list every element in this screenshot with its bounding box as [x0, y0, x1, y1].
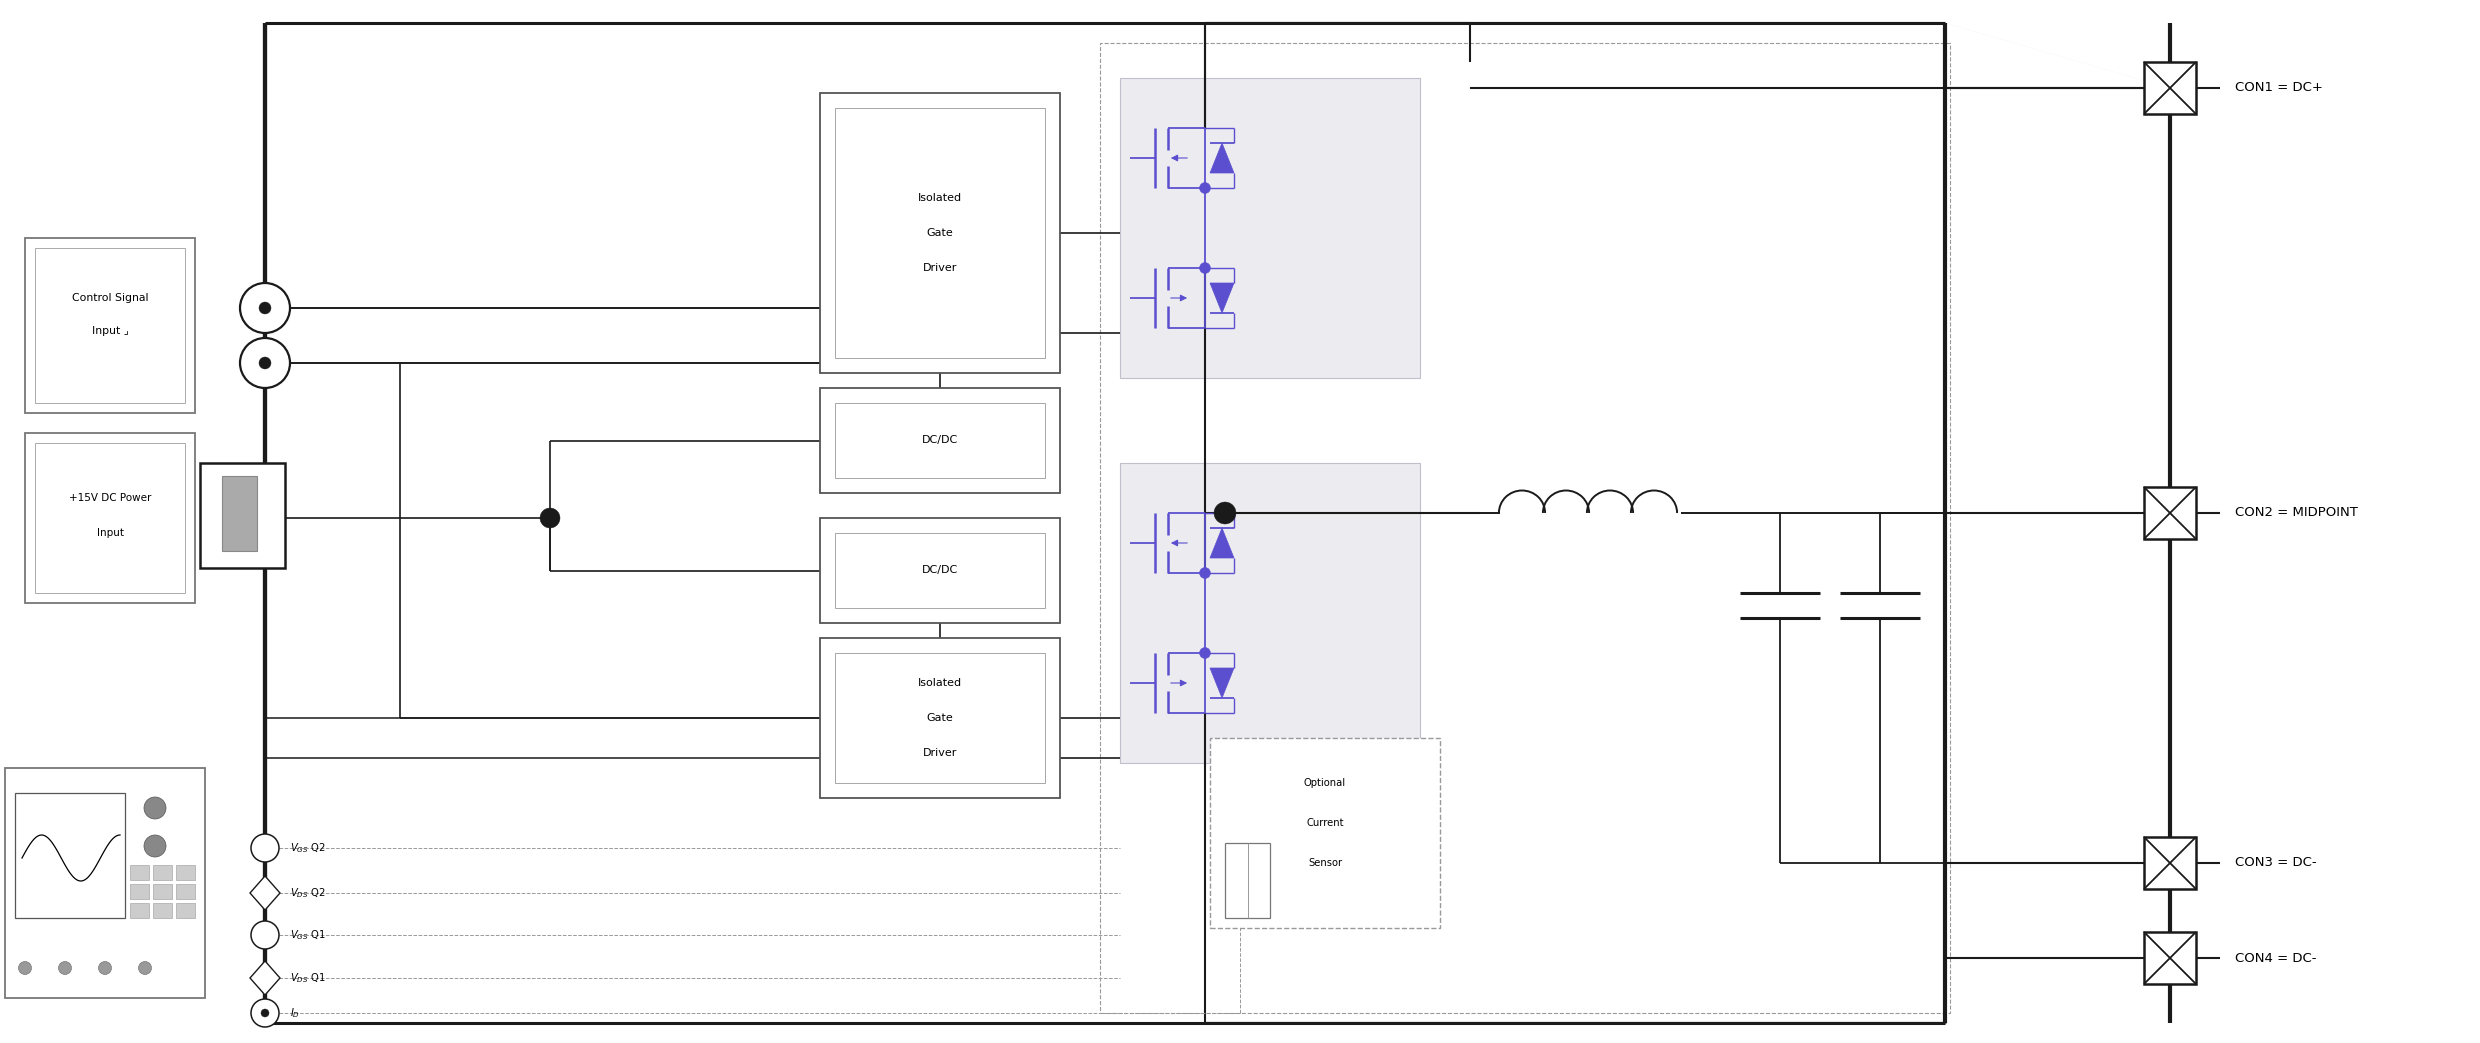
Bar [176, 865, 196, 880]
Circle shape [139, 962, 151, 974]
Bar [176, 903, 196, 918]
Circle shape [17, 962, 32, 974]
Bar [223, 476, 258, 551]
Circle shape [541, 508, 560, 528]
Bar [201, 463, 285, 568]
Polygon shape [250, 876, 280, 909]
Bar [1101, 43, 1949, 1013]
Bar [129, 903, 149, 918]
Text: Current: Current [1307, 818, 1344, 828]
Text: $V_{GS}$ Q1: $V_{GS}$ Q1 [290, 928, 325, 942]
Text: Driver: Driver [923, 748, 957, 758]
Circle shape [241, 283, 290, 333]
Circle shape [1200, 567, 1210, 579]
Bar [836, 403, 1044, 478]
Bar [25, 433, 196, 603]
Bar [1121, 78, 1421, 378]
Text: $V_{DS}$ Q2: $V_{DS}$ Q2 [290, 887, 325, 900]
Circle shape [1215, 502, 1235, 524]
Polygon shape [1210, 283, 1235, 313]
Text: $V_{GS}$ Q2: $V_{GS}$ Q2 [290, 841, 325, 855]
Bar [15, 793, 124, 918]
Bar [836, 108, 1044, 358]
Text: CON2 = MIDPOINT: CON2 = MIDPOINT [2234, 507, 2358, 519]
Bar [2145, 932, 2195, 984]
Text: CON3 = DC-: CON3 = DC- [2234, 856, 2316, 870]
Text: Sensor: Sensor [1307, 858, 1342, 868]
Text: Input ⌟: Input ⌟ [92, 326, 129, 336]
Text: DC/DC: DC/DC [923, 436, 957, 445]
Bar [25, 238, 196, 413]
Polygon shape [1210, 143, 1235, 173]
Text: Gate: Gate [928, 228, 952, 238]
Bar [1225, 843, 1270, 918]
Text: Control Signal: Control Signal [72, 293, 149, 304]
Circle shape [99, 962, 112, 974]
Text: Input: Input [97, 528, 124, 538]
Text: Gate: Gate [928, 713, 952, 723]
Bar [821, 638, 1059, 798]
Text: $V_{DS}$ Q1: $V_{DS}$ Q1 [290, 971, 325, 985]
Bar [836, 533, 1044, 608]
Circle shape [144, 797, 166, 819]
Polygon shape [1210, 528, 1235, 558]
Text: DC/DC: DC/DC [923, 565, 957, 576]
Circle shape [241, 338, 290, 388]
Circle shape [1200, 263, 1210, 273]
Bar [2145, 836, 2195, 889]
Text: Isolated: Isolated [918, 193, 962, 203]
Text: Driver: Driver [923, 263, 957, 273]
Text: CON1 = DC+: CON1 = DC+ [2234, 81, 2324, 95]
Circle shape [260, 1009, 268, 1017]
Circle shape [250, 999, 278, 1027]
Text: Optional: Optional [1304, 778, 1347, 789]
Circle shape [1200, 183, 1210, 194]
Bar [821, 93, 1059, 373]
Bar [5, 768, 206, 998]
Circle shape [144, 835, 166, 857]
Bar [821, 388, 1059, 493]
Circle shape [258, 302, 270, 314]
Circle shape [258, 357, 270, 369]
Bar [154, 884, 171, 899]
Circle shape [250, 834, 278, 862]
Bar [129, 865, 149, 880]
Bar [35, 248, 186, 403]
Bar [2145, 487, 2195, 539]
Polygon shape [250, 961, 280, 995]
Bar [176, 884, 196, 899]
Text: CON4 = DC-: CON4 = DC- [2234, 951, 2316, 965]
Bar [35, 443, 186, 593]
Bar [1121, 463, 1421, 763]
Bar [129, 884, 149, 899]
Circle shape [60, 962, 72, 974]
Bar [154, 903, 171, 918]
Circle shape [250, 921, 278, 949]
Bar [2145, 62, 2195, 114]
Bar [1210, 738, 1441, 928]
Bar [836, 653, 1044, 783]
Text: Isolated: Isolated [918, 678, 962, 688]
Bar [154, 865, 171, 880]
Circle shape [1200, 648, 1210, 658]
Text: $I_D$: $I_D$ [290, 1006, 300, 1020]
Bar [821, 518, 1059, 623]
Text: +15V DC Power: +15V DC Power [69, 493, 151, 503]
Polygon shape [1210, 668, 1235, 698]
